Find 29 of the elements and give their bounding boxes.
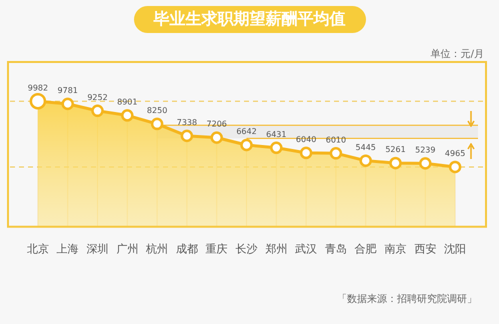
x-tick-label: 上海 (56, 242, 79, 256)
data-label: 6642 (236, 127, 257, 136)
x-tick-label: 郑州 (265, 242, 288, 256)
x-tick-label: 成都 (176, 242, 198, 256)
data-label: 9982 (28, 83, 48, 92)
x-tick-label: 青岛 (324, 242, 347, 256)
chart-title: 毕业生求职期望薪酬平均值 (134, 6, 366, 33)
data-label: 9781 (58, 86, 78, 95)
text: 单位：元/月 (430, 48, 484, 61)
x-tick-label: 南京 (384, 242, 406, 256)
text: 「数据来源：招聘研究院调研」 (337, 292, 477, 306)
x-tick-label: 杭州 (145, 242, 168, 256)
data-label: 4965 (444, 149, 466, 158)
x-tick-label: 武汉 (295, 242, 318, 256)
x-tick-label: 北京 (26, 242, 49, 256)
x-tick-label: 深圳 (86, 242, 108, 256)
x-tick-label: 西安 (414, 242, 436, 256)
x-tick-label: 重庆 (206, 242, 228, 256)
data-label: 5239 (415, 145, 436, 154)
x-tick-label: 广州 (116, 242, 138, 256)
x-tick-label: 沈阳 (444, 242, 466, 256)
data-label: 8250 (146, 106, 168, 116)
x-tick-label: 长沙 (236, 242, 258, 256)
x-tick-label: 合肥 (354, 242, 377, 256)
data-label: 5261 (385, 145, 406, 154)
data-label: 5445 (356, 142, 376, 152)
data-label: 8901 (117, 97, 138, 106)
data-label: 9252 (87, 92, 108, 102)
data-label: 6431 (266, 130, 286, 139)
